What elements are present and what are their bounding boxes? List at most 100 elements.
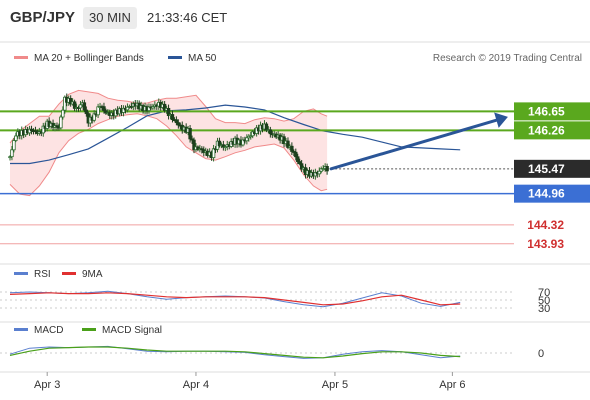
rsi-legend-swatch <box>14 272 28 275</box>
macd-signal-line <box>9 346 461 359</box>
candle-body <box>286 140 290 148</box>
candle-body <box>63 96 67 111</box>
macd-signal-legend-label: MACD Signal <box>102 325 162 336</box>
rsi-legend-label: RSI <box>34 269 51 280</box>
macd-tick-label: 0 <box>538 348 544 360</box>
ma50-legend-label: MA 50 <box>188 53 217 64</box>
candle-body <box>82 102 87 111</box>
candle-body <box>72 101 77 109</box>
candle-body <box>268 129 273 135</box>
candle-body <box>151 106 155 109</box>
support-label: 144.96 <box>528 187 565 201</box>
x-tick-label: Apr 5 <box>322 379 348 391</box>
target-label: 143.93 <box>527 237 564 251</box>
candle-body <box>299 163 304 170</box>
candle-body <box>125 106 130 111</box>
candle-body <box>8 156 12 159</box>
target-arrow-head <box>494 112 508 128</box>
support-label-box <box>514 184 590 203</box>
candle-body <box>121 107 126 113</box>
credit-text: Research © 2019 Trading Central <box>433 53 582 64</box>
rsi-ma-legend-label: 9MA <box>82 269 103 280</box>
candle-body <box>59 116 63 129</box>
resistance-label-box <box>514 102 590 121</box>
price-levels <box>0 110 590 245</box>
candle-body <box>96 106 100 116</box>
chart-header: GBP/JPY 30 MIN 21:33:46 CET <box>0 0 590 36</box>
x-tick-label: Apr 4 <box>183 379 209 391</box>
macd-signal-legend-swatch <box>82 328 96 331</box>
macd-legend-label: MACD <box>34 325 63 336</box>
candle-body <box>84 109 89 115</box>
candle-body <box>129 105 134 108</box>
candle-body <box>221 144 226 148</box>
candle-body <box>294 151 298 158</box>
candle-body <box>319 168 323 172</box>
current-price-label: 145.47 <box>528 162 565 176</box>
candle-body <box>217 140 222 147</box>
candle-body <box>29 128 34 131</box>
x-tick-label: Apr 3 <box>34 379 60 391</box>
macd-panel: MACD MACD Signal 0 <box>0 321 590 360</box>
candle-body <box>170 114 175 121</box>
candle-body <box>200 148 204 151</box>
candle-body <box>190 138 194 141</box>
rsi-ma-legend-swatch <box>62 272 76 275</box>
candle-body <box>296 156 300 162</box>
ma50-legend-swatch <box>168 56 182 59</box>
price-level-labels: 146.65 146.26 145.47 144.96 144.32 143.93 <box>514 102 590 251</box>
rsi-tick-label: 30 <box>538 303 550 315</box>
resistance-label-box <box>514 121 590 140</box>
candle-body <box>102 106 106 112</box>
candle-body <box>223 146 228 149</box>
bollinger-legend-label: MA 20 + Bollinger Bands <box>34 53 144 64</box>
target-arrow-shaft <box>329 118 498 171</box>
candle-body <box>290 145 294 152</box>
candle-body <box>92 113 96 121</box>
clock-time: 21:33:46 CET <box>147 10 228 25</box>
candle-body <box>27 128 32 134</box>
rsi-tick-label: 70 <box>538 287 550 299</box>
current-price-box <box>514 159 590 178</box>
candlesticks <box>8 93 329 180</box>
target-label: 144.32 <box>527 218 564 232</box>
candle-body <box>147 106 151 112</box>
resistance-label: 146.26 <box>528 123 565 137</box>
candle-body <box>245 137 249 142</box>
price-panel: MA 20 + Bollinger Bands MA 50 Research ©… <box>0 41 590 251</box>
bollinger-legend-swatch <box>14 56 28 59</box>
candle-body <box>176 122 181 126</box>
candle-body <box>104 110 108 114</box>
candle-body <box>211 148 216 159</box>
candle-body <box>78 104 83 109</box>
x-tick-label: Apr 6 <box>439 379 465 391</box>
candle-body <box>10 149 14 158</box>
candle-body <box>41 125 45 134</box>
rsi-ma-line <box>9 292 461 306</box>
x-axis: Apr 3 Apr 4 Apr 5 Apr 6 <box>0 371 590 391</box>
candle-body <box>162 103 167 111</box>
candle-body <box>166 107 171 117</box>
candle-body <box>174 119 179 124</box>
candle-body <box>196 146 200 150</box>
candle-body <box>68 98 73 105</box>
candle-body <box>14 135 18 141</box>
macd-legend-swatch <box>14 328 28 331</box>
candle-body <box>321 168 325 170</box>
symbol-label: GBP/JPY <box>10 9 76 26</box>
rsi-tick-label: 50 <box>538 295 550 307</box>
candle-body <box>298 161 302 165</box>
candle-body <box>12 140 16 151</box>
candle-body <box>55 125 59 128</box>
candle-body <box>61 109 65 118</box>
timeframe-button[interactable]: 30 MIN <box>83 7 137 29</box>
candle-body <box>317 170 321 175</box>
candle-body <box>192 139 196 151</box>
candle-body <box>264 123 269 131</box>
resistance-label: 146.65 <box>528 104 565 118</box>
candle-body <box>325 166 329 172</box>
candle-body <box>188 128 192 140</box>
